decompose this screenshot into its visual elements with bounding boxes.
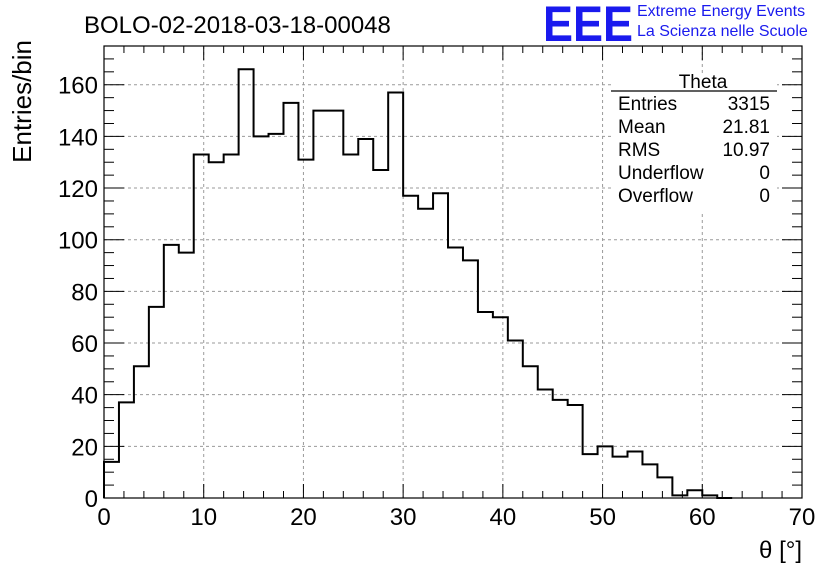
y-tick-label: 140 [58, 124, 98, 151]
y-tick-label: 120 [58, 176, 98, 203]
y-tick-label: 80 [71, 279, 98, 306]
x-tick-label: 60 [689, 504, 716, 531]
stats-label: Entries [618, 94, 677, 115]
stats-label: Overflow [618, 186, 693, 207]
stats-label: Mean [618, 117, 666, 138]
plot-frame [103, 45, 803, 499]
axis-ticks [103, 45, 803, 499]
logo-text: Extreme Energy Events La Scienza nelle S… [637, 2, 808, 42]
stats-value: 21.81 [722, 117, 770, 138]
stats-value: 0 [759, 186, 770, 207]
x-tick-label: 70 [789, 504, 816, 531]
chart-title: BOLO-02-2018-03-18-00048 [84, 12, 391, 39]
x-tick-label: 20 [290, 504, 317, 531]
x-tick-label: 30 [390, 504, 417, 531]
tick-labels: 0 10 20 30 40 50 60 70 0 20 40 60 80 100 120 140 160 [58, 73, 815, 531]
x-tick-label: 40 [490, 504, 517, 531]
x-tick-label: 10 [190, 504, 217, 531]
stats-label: Underflow [618, 163, 704, 184]
stats-background [611, 73, 777, 213]
stats-label: RMS [618, 140, 660, 161]
histogram-series [103, 68, 733, 499]
logo-line2: La Scienza nelle Scuole [637, 23, 808, 40]
logo-mark: EEE [543, 0, 633, 44]
y-axis-label: Entries/bin [7, 40, 37, 163]
logo-line1: Extreme Energy Events [637, 3, 806, 20]
x-axis-label: θ [°] [759, 537, 802, 564]
y-tick-label: 20 [71, 434, 98, 461]
stats-title: Theta [679, 72, 728, 93]
grid-lines [104, 46, 802, 498]
y-tick-label: 60 [71, 331, 98, 358]
y-tick-label: 100 [58, 228, 98, 255]
x-tick-label: 50 [589, 504, 616, 531]
y-tick-label: 40 [71, 383, 98, 410]
y-tick-label: 160 [58, 73, 98, 100]
x-tick-label: 0 [97, 504, 110, 531]
eee-logo-icon: EEE [543, 0, 633, 44]
stats-value: 3315 [728, 94, 770, 115]
stats-value: 0 [759, 163, 770, 184]
stats-value: 10.97 [722, 140, 770, 161]
y-tick-label: 0 [85, 486, 98, 513]
